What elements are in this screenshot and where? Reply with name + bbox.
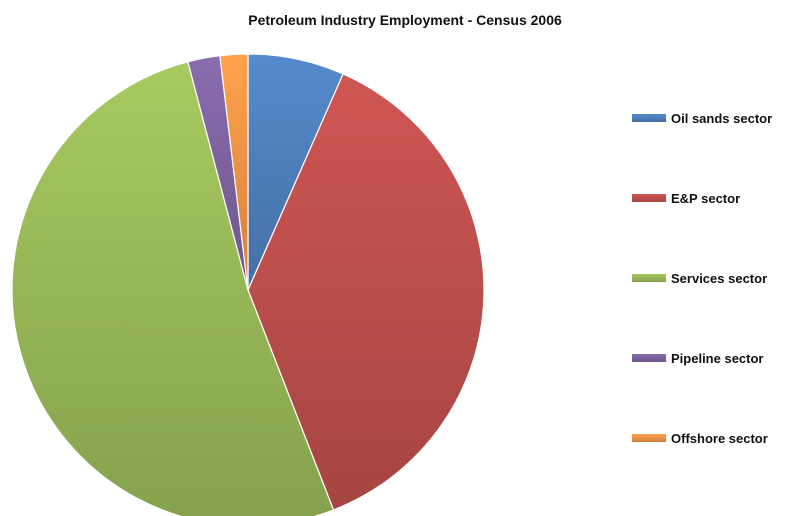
legend-item-oil-sands-sector: Oil sands sector bbox=[632, 110, 772, 126]
legend-swatch bbox=[632, 434, 666, 442]
legend-label: Offshore sector bbox=[671, 430, 768, 446]
legend-swatch bbox=[632, 114, 666, 122]
legend-item-offshore-sector: Offshore sector bbox=[632, 430, 768, 446]
legend-item-services-sector: Services sector bbox=[632, 270, 767, 286]
legend-label: Oil sands sector bbox=[671, 110, 773, 126]
legend-swatch bbox=[632, 354, 666, 362]
legend-label: Services sector bbox=[671, 270, 768, 286]
legend-swatch bbox=[632, 274, 666, 282]
legend-label: E&P sector bbox=[671, 190, 741, 206]
chart-title: Petroleum Industry Employment - Census 2… bbox=[248, 12, 562, 28]
legend-item-ep-sector: E&P sector bbox=[632, 190, 740, 206]
legend-item-pipeline-sector: Pipeline sector bbox=[632, 350, 763, 366]
pie-slice-services-sector bbox=[11, 61, 335, 516]
legend-swatch bbox=[632, 194, 666, 202]
pie-slice-offshore-sector bbox=[219, 53, 249, 291]
pie-slice-ep-sector bbox=[247, 73, 485, 511]
legend-label: Pipeline sector bbox=[671, 350, 764, 366]
